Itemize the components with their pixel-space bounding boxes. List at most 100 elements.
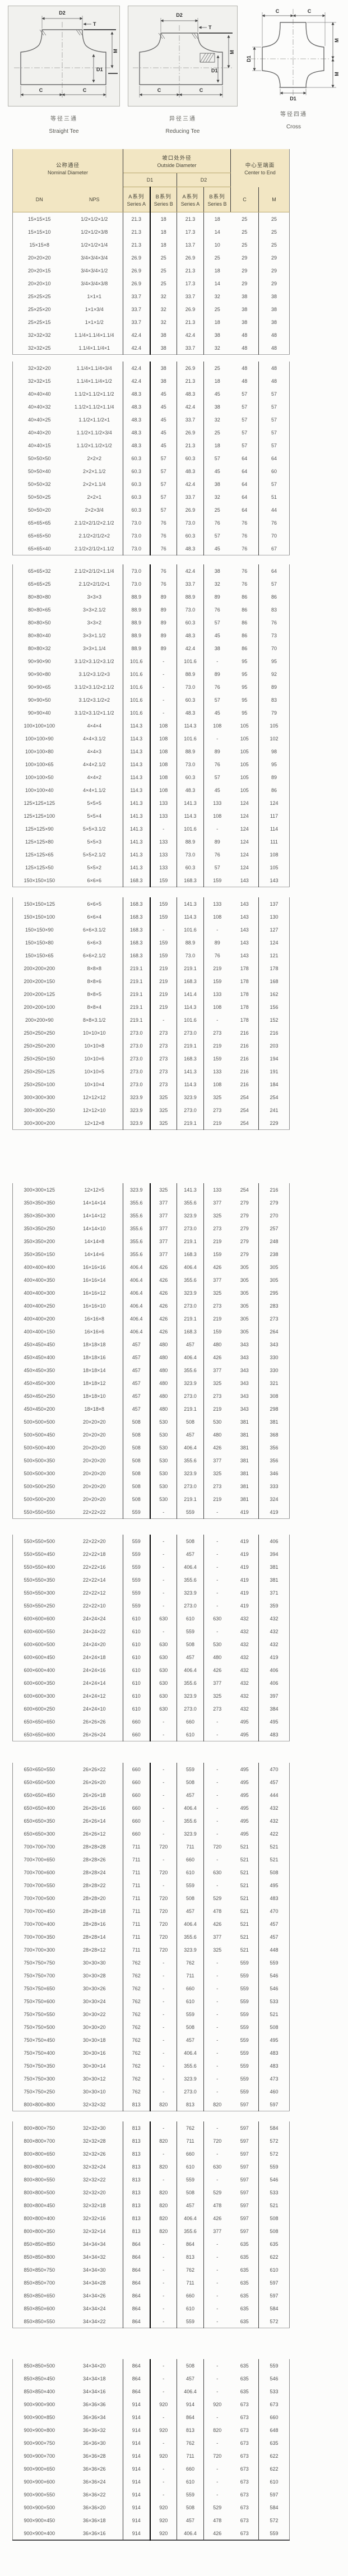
table-row: 650×650×650 26×26×26 660-660-495 495 — [13, 1715, 290, 1728]
table-row: 40×40×20 1.1/2×1.1/2×3/4 48.3 45 26.9 25 57 57 — [13, 426, 290, 439]
table-cell: 124 — [230, 861, 259, 874]
table-cell: 26×26×14 — [66, 1814, 123, 1827]
table-cell: 820 — [150, 2160, 177, 2173]
table-cell: 216 — [270, 1187, 279, 1193]
table-row: 800×800×750 32×32×30 813-762-597 584 — [13, 2121, 290, 2134]
table-cell: 343 — [230, 1377, 259, 1389]
table-cell: 159 — [150, 936, 177, 949]
table-cell: 76 — [230, 542, 259, 555]
table-cell: 457 — [270, 1779, 279, 1785]
table-cell: 920 — [150, 2501, 177, 2514]
table-row: 800×800×600 32×32×24 813 820 610 630 597 559 — [13, 2160, 290, 2173]
table-row: 450×450×300 18×18×12 457 480 323.9 325 343 321 — [13, 1377, 290, 1389]
table-cell: 159 — [213, 978, 222, 984]
table-cell: 33.7 — [177, 341, 204, 355]
table-cell: 720 — [150, 1866, 177, 1879]
header-outside-diameter: 坡口处外径 Outside Diameter — [123, 149, 231, 173]
table-cell: 105 — [230, 758, 259, 771]
table-cell: 65×65×25 — [27, 581, 51, 587]
table-cell: 65×65×50 — [27, 532, 51, 539]
table-row: 900×900×500 36×36×20 914 920 508 529 673 584 — [13, 2501, 290, 2514]
table-cell: 42.4 — [177, 564, 204, 577]
table-cell: 28×28×24 — [66, 1866, 123, 1879]
table-cell: 38 — [214, 481, 220, 487]
table-cell: 480 — [150, 1389, 177, 1402]
table-cell: 26×26×24 — [66, 1728, 123, 1741]
table-cell: 700×700×400 — [24, 1921, 55, 1927]
table-cell: 33.7 — [177, 290, 204, 303]
table-cell: 400×400×350 — [24, 1277, 55, 1283]
table-cell: 377 — [150, 1209, 177, 1222]
table-cell: 73.0 — [177, 758, 204, 771]
table-cell: 89 — [214, 939, 220, 946]
table-cell: 5×5×4 — [66, 809, 123, 822]
table-cell: 15×15×8 — [29, 242, 50, 248]
table-cell: 141.3 — [177, 796, 204, 809]
table-cell: 168.3 — [177, 1052, 204, 1065]
table-cell: - — [150, 1548, 177, 1560]
table-cell: 124 — [230, 835, 259, 848]
table-cell: 57 — [271, 404, 277, 410]
table-cell: 73.0 — [177, 680, 204, 693]
table-row: 40×40×40 1.1/2×1.1/2×1.1/2 48.3 45 48.3 45 57 5… — [13, 387, 290, 400]
table-row: 550×550×500 22×22×20 559-508-419 406 — [13, 1535, 290, 1548]
table-cell: 18 — [150, 238, 177, 251]
table-cell: 900×900×850 — [24, 2414, 55, 2420]
table-cell: 65×65×32 — [27, 568, 51, 574]
table-cell: 86 — [230, 642, 259, 655]
table-cell: 914 — [123, 2411, 151, 2424]
table-cell: 550×550×350 — [24, 1577, 55, 1583]
table-cell: 432 — [230, 1651, 259, 1664]
table-cell: 864 — [123, 2315, 151, 2328]
table-cell: 597 — [270, 2101, 279, 2107]
table-cell: 508 — [123, 1415, 151, 1428]
table-cell: 381 — [270, 1419, 279, 1425]
table-cell: 159 — [150, 949, 177, 962]
table-cell: 750×750×550 — [24, 2011, 55, 2017]
table-cell: 279 — [230, 1222, 259, 1235]
table-cell: 762 — [123, 2021, 151, 2033]
table-cell: 800×800×750 — [24, 2125, 55, 2131]
table-cell: 250×250×250 — [24, 1030, 55, 1036]
table-cell: 406.4 — [123, 1325, 151, 1338]
table-cell: 76 — [150, 516, 177, 529]
table-cell: 660 — [123, 1728, 151, 1741]
table-row: 750×750×650 30×30×26 762-660-559 546 — [13, 1982, 290, 1995]
table-cell: 673 — [230, 2411, 259, 2424]
table-cell: 432 — [230, 1689, 259, 1702]
table-cell: 470 — [270, 1766, 279, 1772]
table-cell: 273 — [213, 1303, 222, 1309]
table-cell: 750×750×750 — [24, 1959, 55, 1966]
table-cell: 323.9 — [177, 1586, 204, 1599]
table-cell: 673 — [230, 2424, 259, 2436]
table-cell: 343 — [230, 1364, 259, 1377]
table-cell: 720 — [213, 1843, 222, 1850]
table-row: 550×550×300 22×22×12 559-323.9-419 371 — [13, 1586, 290, 1599]
table-cell: 88.9 — [123, 616, 151, 629]
table-cell: 10×10×6 — [66, 1052, 123, 1065]
table-cell: 584 — [270, 2504, 279, 2510]
table-cell: 597 — [270, 2491, 279, 2498]
table-cell: 279 — [230, 1248, 259, 1261]
table-cell: 478 — [213, 2202, 222, 2208]
table-cell: 45 — [150, 400, 177, 413]
table-cell: 83 — [271, 606, 277, 613]
table-cell: 219.1 — [123, 1013, 151, 1026]
table-cell: 610 — [123, 1702, 151, 1715]
table-cell: 5×5×3 — [66, 835, 123, 848]
table-cell: 216 — [230, 1065, 259, 1078]
straight-tee-drawing: D2 T M D1 C C — [8, 6, 120, 106]
table-cell: 673 — [230, 2501, 259, 2514]
table-cell: 711 — [177, 1840, 204, 1853]
table-cell: 660 — [270, 2414, 279, 2420]
table-row: 900×900×750 36×36×30 914-762-673 635 — [13, 2436, 290, 2449]
table-cell: 630 — [213, 2163, 222, 2170]
table-cell: 521 — [230, 1917, 259, 1930]
table-cell: 450×450×250 — [24, 1393, 55, 1399]
table-cell: 900×900×600 — [24, 2478, 55, 2485]
table-cell: 114.3 — [177, 910, 204, 923]
table-row: 90×90×50 3.1/2×3.1/2×2 101.6-60.3 57 95 83 — [13, 693, 290, 706]
table-cell: 559 — [230, 2033, 259, 2046]
dim-label-c-left: C — [39, 87, 43, 93]
table-cell: 495 — [270, 2037, 279, 2043]
